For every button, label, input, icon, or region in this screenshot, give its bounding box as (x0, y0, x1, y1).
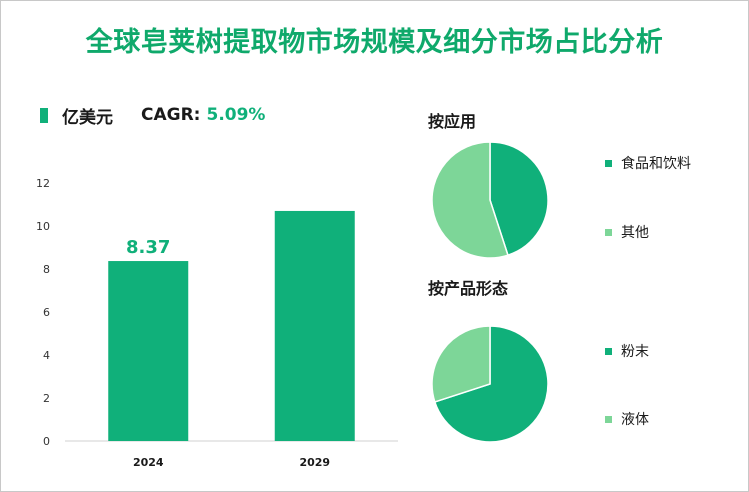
legend-unit-label: 亿美元 (62, 107, 113, 128)
pie-legend-swatch (605, 347, 612, 355)
bar-legend: 亿美元 CAGR: 5.09% (40, 104, 266, 128)
x-tick-label: 2024 (133, 456, 164, 469)
pie-title-form: 按产品形态 (428, 279, 509, 298)
legend-swatch (40, 107, 48, 123)
y-tick-label: 10 (36, 220, 50, 233)
pie-legend-item: 粉末 (605, 341, 649, 361)
pie-legend-label: 其他 (621, 225, 649, 241)
pie-slice (433, 325, 549, 443)
pie-slice (431, 325, 491, 403)
pie-legend-item: 食品和饮料 (605, 153, 691, 173)
bar (274, 210, 355, 441)
y-tick-label: 6 (43, 306, 50, 319)
cagr-value: 5.09% (206, 105, 266, 125)
y-tick-label: 12 (36, 177, 50, 190)
pie-chart-application (431, 141, 549, 259)
pie-legend-swatch (605, 415, 612, 423)
y-tick-label: 2 (43, 392, 50, 405)
pie-slice (431, 141, 509, 259)
pie-chart-form (431, 325, 549, 443)
bar-data-label: 8.37 (126, 237, 170, 258)
cagr-label: CAGR: (141, 105, 201, 125)
chart-title: 全球皂荚树提取物市场规模及细分市场占比分析 (85, 27, 664, 58)
pie-legend-item: 其他 (605, 222, 649, 242)
bar (108, 261, 189, 441)
pie-legend-swatch (605, 159, 612, 167)
pie-legend-swatch (605, 228, 612, 236)
pie-legend-item: 液体 (605, 409, 649, 429)
x-tick-label: 2029 (299, 456, 330, 469)
y-tick-label: 4 (43, 349, 50, 362)
y-tick-label: 0 (43, 435, 50, 448)
y-tick-label: 8 (43, 263, 50, 276)
pie-legend-label: 液体 (621, 412, 649, 428)
pie-legend-label: 食品和饮料 (621, 156, 691, 172)
pie-title-application: 按应用 (428, 112, 477, 131)
pie-legend-label: 粉末 (621, 344, 649, 360)
pie-slice (489, 141, 549, 257)
